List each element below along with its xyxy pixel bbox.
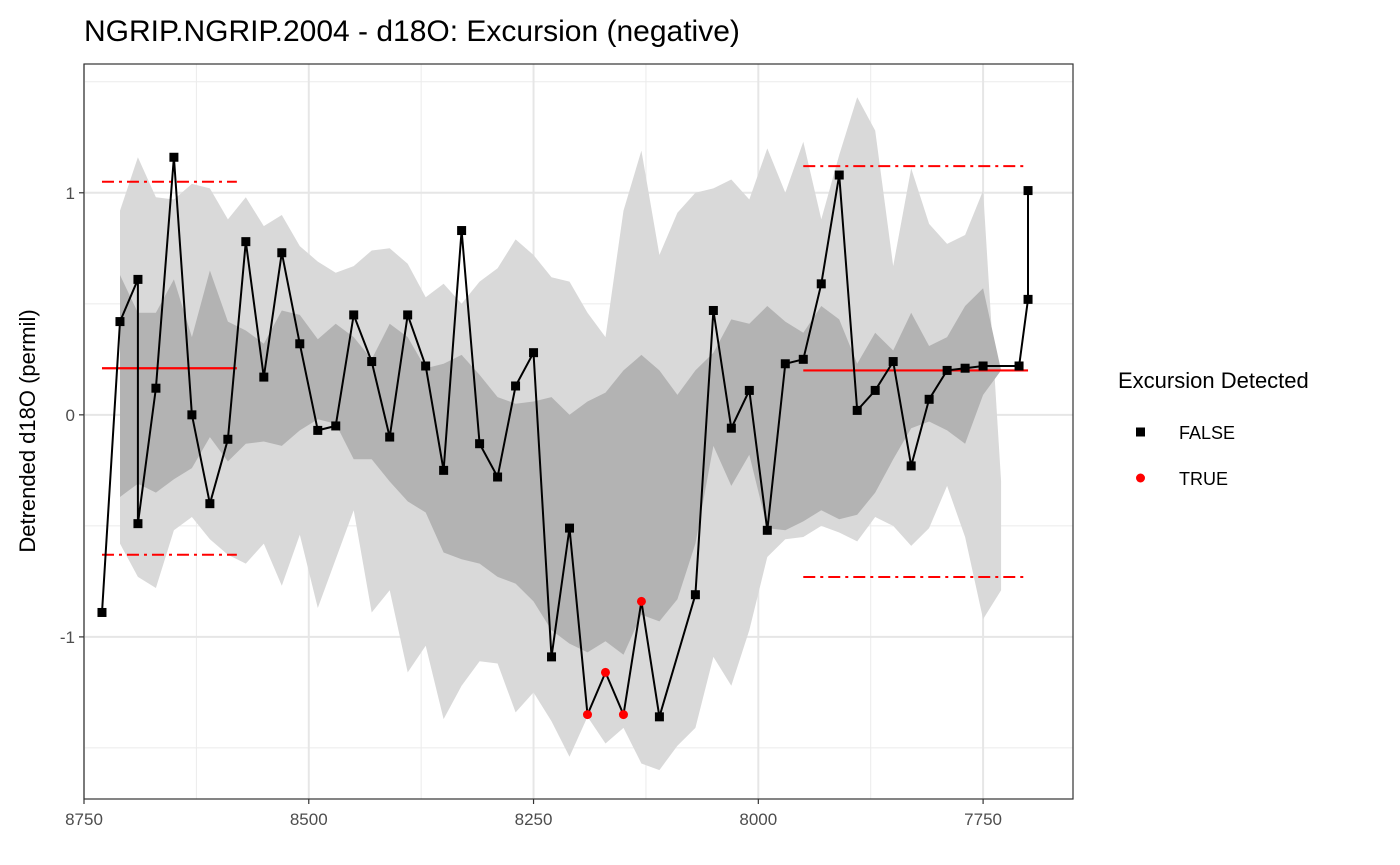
x-tick-label: 8500 bbox=[290, 810, 328, 829]
data-point-excursion-false bbox=[654, 712, 664, 722]
data-point-excursion-false bbox=[277, 248, 287, 258]
data-point-excursion-true bbox=[600, 667, 610, 677]
legend: Excursion Detected FALSE TRUE bbox=[1118, 368, 1309, 489]
data-point-excursion-false bbox=[798, 354, 808, 364]
data-point-excursion-false bbox=[421, 361, 431, 371]
data-point-excursion-false bbox=[97, 607, 107, 617]
data-point-excursion-false bbox=[1014, 361, 1024, 371]
data-point-excursion-false bbox=[133, 519, 143, 529]
data-point-excursion-false bbox=[529, 348, 539, 358]
data-point-excursion-true bbox=[618, 710, 628, 720]
data-point-excursion-false bbox=[475, 439, 485, 449]
x-axis: 8750 8500 8250 8000 7750 bbox=[65, 799, 1002, 829]
y-tick-label: 1 bbox=[66, 184, 75, 203]
segment-lines bbox=[101, 165, 1029, 578]
data-point-excursion-false bbox=[511, 381, 521, 391]
legend-title: Excursion Detected bbox=[1118, 368, 1309, 393]
data-point-excursion-false bbox=[313, 425, 323, 435]
y-axis-title: Detrended d18O (permil) bbox=[15, 309, 40, 552]
legend-key-square bbox=[1136, 427, 1145, 437]
data-point-excursion-false bbox=[331, 421, 341, 431]
x-tick-label: 8250 bbox=[515, 810, 553, 829]
data-point-excursion-false bbox=[924, 394, 934, 404]
data-point-excursion-false bbox=[942, 365, 952, 375]
data-point-excursion-false bbox=[762, 525, 772, 535]
data-point-excursion-false bbox=[690, 590, 700, 600]
data-point-excursion-false bbox=[852, 405, 862, 415]
data-point-excursion-false bbox=[295, 339, 305, 349]
data-point-excursion-false bbox=[978, 361, 988, 371]
data-point-excursion-false bbox=[870, 385, 880, 395]
data-point-excursion-false bbox=[1023, 294, 1033, 304]
y-tick-label: -1 bbox=[60, 628, 75, 647]
data-point-excursion-false bbox=[888, 357, 898, 367]
data-point-excursion-false bbox=[349, 310, 359, 320]
data-point-excursion-false bbox=[205, 499, 215, 509]
data-point-excursion-false bbox=[906, 461, 916, 471]
data-point-excursion-false bbox=[726, 423, 736, 433]
data-point-excursion-false bbox=[115, 317, 125, 327]
y-tick-label: 0 bbox=[66, 406, 75, 425]
data-point-excursion-false bbox=[367, 357, 377, 367]
x-tick-label: 8000 bbox=[739, 810, 777, 829]
data-point-excursion-false bbox=[151, 383, 161, 393]
data-point-excursion-false bbox=[457, 226, 467, 236]
data-point-excursion-false bbox=[223, 434, 233, 444]
data-point-excursion-false bbox=[385, 432, 395, 442]
data-point-excursion-false bbox=[133, 274, 143, 284]
data-point-excursion-true bbox=[636, 596, 646, 606]
data-point-excursion-false bbox=[547, 652, 557, 662]
legend-entry-label: TRUE bbox=[1179, 469, 1228, 489]
data-point-excursion-false bbox=[187, 410, 197, 420]
data-point-excursion-false bbox=[708, 305, 718, 315]
data-point-excursion-false bbox=[834, 170, 844, 180]
panel-border bbox=[83, 63, 1074, 800]
data-point-excursion-false bbox=[744, 385, 754, 395]
legend-entry-label: FALSE bbox=[1179, 423, 1235, 443]
y-axis: 1 0 -1 bbox=[60, 184, 84, 647]
data-point-excursion-false bbox=[259, 372, 269, 382]
data-point-excursion-false bbox=[1023, 186, 1033, 196]
x-tick-label: 8750 bbox=[65, 810, 103, 829]
legend-entries: FALSE TRUE bbox=[1136, 423, 1235, 489]
data-point-excursion-false bbox=[241, 237, 251, 247]
data-point-excursion-false bbox=[780, 359, 790, 369]
plot-panel bbox=[83, 63, 1074, 800]
data-point-excursion-false bbox=[439, 465, 449, 475]
data-point-excursion-true bbox=[582, 710, 592, 720]
chart-title: NGRIP.NGRIP.2004 - d18O: Excursion (nega… bbox=[84, 15, 740, 48]
data-point-excursion-false bbox=[960, 363, 970, 373]
series-points bbox=[97, 152, 1033, 722]
data-point-excursion-false bbox=[169, 152, 179, 162]
data-point-excursion-false bbox=[493, 472, 503, 482]
data-point-excursion-false bbox=[565, 523, 575, 533]
data-point-excursion-false bbox=[403, 310, 413, 320]
data-point-excursion-false bbox=[816, 279, 826, 289]
legend-key-circle bbox=[1136, 473, 1145, 483]
x-tick-label: 7750 bbox=[964, 810, 1002, 829]
